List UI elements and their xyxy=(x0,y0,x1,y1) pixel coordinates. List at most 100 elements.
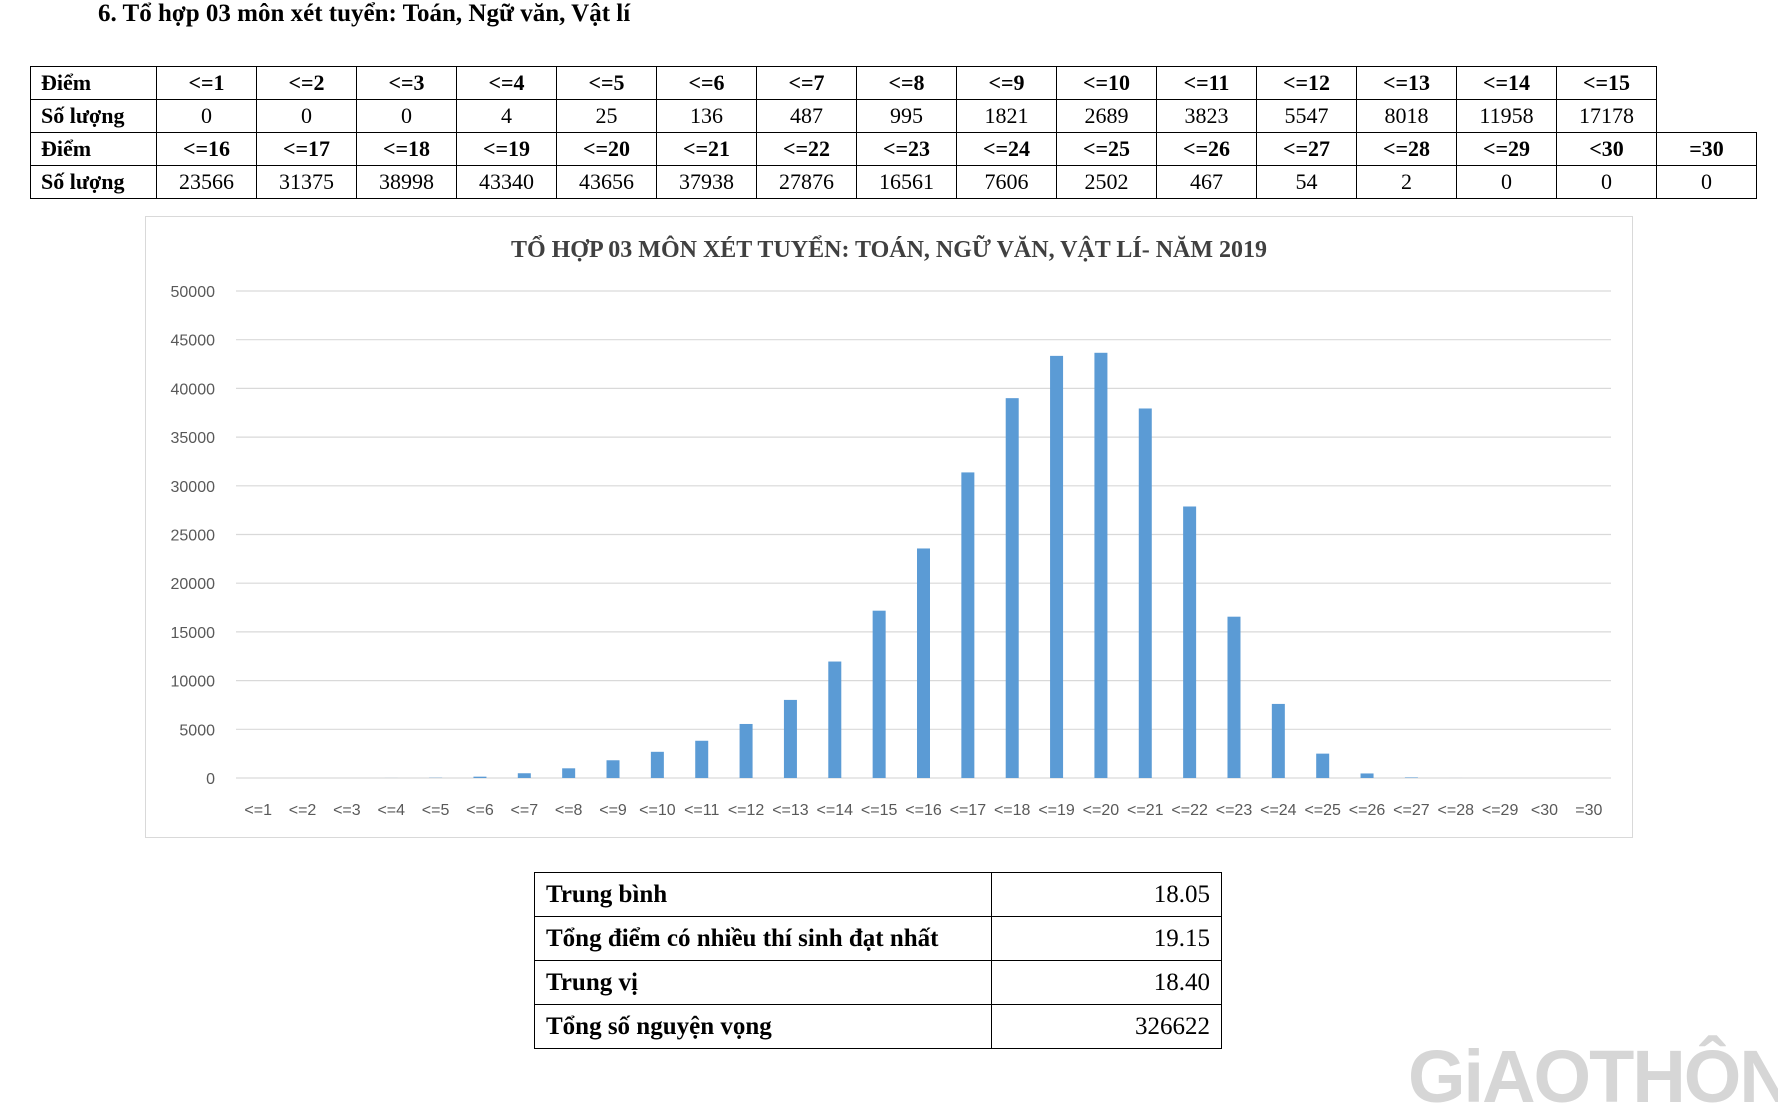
stats-label: Trung bình xyxy=(534,872,992,917)
bar xyxy=(1227,616,1241,778)
empty-cell xyxy=(1656,66,1757,100)
x-tick-label: <=14 xyxy=(817,802,854,819)
count-cell: 995 xyxy=(856,99,957,133)
count-cell: 0 xyxy=(1556,165,1657,199)
score-cell: <=11 xyxy=(1156,66,1257,100)
x-tick-label: <=29 xyxy=(1482,802,1519,819)
x-tick-label: <=22 xyxy=(1171,802,1208,819)
score-cell: <=1 xyxy=(156,66,257,100)
bar xyxy=(1183,506,1197,778)
count-cell: 8018 xyxy=(1356,99,1457,133)
score-cell: <=23 xyxy=(856,132,957,166)
bar xyxy=(562,768,576,778)
count-cell: 2689 xyxy=(1056,99,1157,133)
x-tick-label: <=1 xyxy=(244,802,272,819)
count-cell: 54 xyxy=(1256,165,1357,199)
bar xyxy=(961,472,975,778)
count-cell: 3823 xyxy=(1156,99,1257,133)
y-tick-label: 25000 xyxy=(171,528,216,545)
y-tick-label: 5000 xyxy=(179,722,215,739)
score-cell: <=3 xyxy=(356,66,457,100)
x-tick-label: <=16 xyxy=(905,802,942,819)
stats-label: Trung vị xyxy=(534,960,992,1005)
score-cell: <=7 xyxy=(756,66,857,100)
count-cell: 487 xyxy=(756,99,857,133)
bar xyxy=(783,699,797,778)
score-cell: <=29 xyxy=(1456,132,1557,166)
stats-label: Tổng số nguyện vọng xyxy=(534,1004,992,1049)
count-cell: 2 xyxy=(1356,165,1457,199)
x-tick-label: <=27 xyxy=(1393,802,1430,819)
bar xyxy=(917,548,930,778)
count-cell: 43340 xyxy=(456,165,557,199)
score-cell: <=28 xyxy=(1356,132,1457,166)
score-cell: <=24 xyxy=(956,132,1057,166)
count-cell: 38998 xyxy=(356,165,457,199)
y-tick-label: 40000 xyxy=(171,381,216,398)
bars xyxy=(384,352,1463,778)
y-tick-label: 45000 xyxy=(171,333,216,350)
count-cell: 27876 xyxy=(756,165,857,199)
y-tick-label: 20000 xyxy=(171,576,216,593)
count-cell: 0 xyxy=(256,99,357,133)
score-cell: <=15 xyxy=(1556,66,1657,100)
bar xyxy=(517,773,531,778)
score-cell: <=5 xyxy=(556,66,657,100)
bar-chart: TỔ HỢP 03 MÔN XÉT TUYỂN: TOÁN, NGỮ VĂN, … xyxy=(171,236,1611,819)
score-cell: <=13 xyxy=(1356,66,1457,100)
bar xyxy=(695,740,709,778)
count-cell: 136 xyxy=(656,99,757,133)
x-tick-label: <=6 xyxy=(466,802,494,819)
score-cell: <=8 xyxy=(856,66,957,100)
score-cell: <=21 xyxy=(656,132,757,166)
y-tick-label: 50000 xyxy=(171,284,216,301)
stats-value: 18.40 xyxy=(991,960,1222,1005)
count-cell: 16561 xyxy=(856,165,957,199)
chart-title: TỔ HỢP 03 MÔN XÉT TUYỂN: TOÁN, NGỮ VĂN, … xyxy=(511,236,1267,263)
score-row-1: Điểm <=1 <=2 <=3 <=4 <=5 <=6 <=7 <=8 <=9 <=10 <=11… xyxy=(30,66,1757,100)
bar xyxy=(1271,703,1285,778)
x-tick-label: <=12 xyxy=(728,802,765,819)
score-cell: <=12 xyxy=(1256,66,1357,100)
x-tick-label: <=4 xyxy=(377,802,405,819)
count-cell: 4 xyxy=(456,99,557,133)
y-tick-label: 10000 xyxy=(171,674,216,691)
watermark-logo: GiAOTHÔNG xyxy=(1408,1035,1778,1118)
score-cell: <30 xyxy=(1556,132,1657,166)
x-tick-label: <=21 xyxy=(1127,802,1164,819)
stats-value: 18.05 xyxy=(991,872,1222,917)
x-tick-label: <=2 xyxy=(289,802,317,819)
x-tick-label: <=17 xyxy=(950,802,987,819)
x-tick-label: <=15 xyxy=(861,802,898,819)
score-cell: <=14 xyxy=(1456,66,1557,100)
score-cell: <=9 xyxy=(956,66,1057,100)
bar xyxy=(872,610,886,778)
bar xyxy=(473,776,487,778)
score-cell: <=2 xyxy=(256,66,357,100)
x-tick-label: <=24 xyxy=(1260,802,1297,819)
x-tick-label: =30 xyxy=(1575,802,1602,819)
count-cell: 25 xyxy=(556,99,657,133)
count-row-1: Số lượng 0 0 0 4 25 136 487 995 1821 2689 3823 5547… xyxy=(30,99,1757,133)
count-cell: 0 xyxy=(356,99,457,133)
x-tick-label: <=20 xyxy=(1083,802,1120,819)
stats-row: Tổng điểm có nhiều thí sinh đạt nhất 19.1… xyxy=(534,916,1222,961)
count-cell: 17178 xyxy=(1556,99,1657,133)
count-cell: 23566 xyxy=(156,165,257,199)
stats-label: Tổng điểm có nhiều thí sinh đạt nhất xyxy=(534,916,992,961)
bar xyxy=(1404,777,1418,778)
bar xyxy=(739,723,753,778)
y-tick-label: 30000 xyxy=(171,479,216,496)
score-cell: <=27 xyxy=(1256,132,1357,166)
score-cell: <=18 xyxy=(356,132,457,166)
x-tick-label: <=11 xyxy=(684,802,719,819)
score-cell: <=17 xyxy=(256,132,357,166)
x-tick-label: <=28 xyxy=(1438,802,1475,819)
statistics-table: Trung bình 18.05 Tổng điểm có nhiều thí si… xyxy=(534,872,1222,1049)
count-cell: 43656 xyxy=(556,165,657,199)
x-tick-label: <=13 xyxy=(772,802,809,819)
score-row-2: Điểm <=16 <=17 <=18 <=19 <=20 <=21 <=22 <=23 <=2… xyxy=(30,132,1757,166)
empty-cell xyxy=(1656,99,1757,133)
x-tick-label: <=19 xyxy=(1038,802,1075,819)
x-tick-label: <=10 xyxy=(639,802,676,819)
